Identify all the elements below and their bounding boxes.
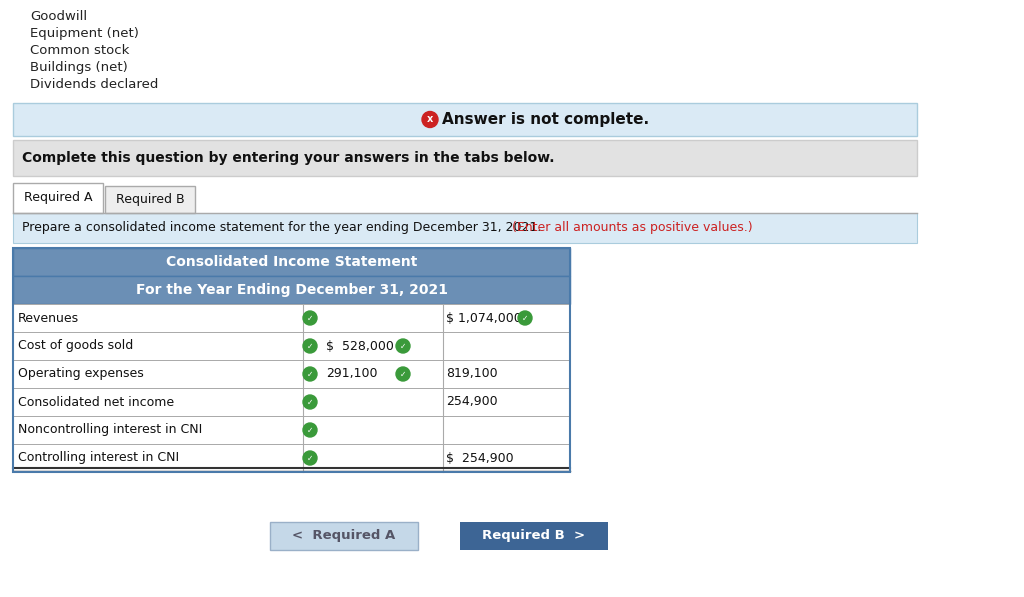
Text: ✓: ✓: [307, 398, 313, 407]
Bar: [13, 360, 570, 388]
Circle shape: [303, 451, 317, 465]
Text: 819,100: 819,100: [446, 368, 498, 380]
Text: 254,900: 254,900: [446, 395, 498, 408]
Bar: [13, 140, 918, 176]
Bar: [13, 213, 918, 243]
Text: Answer is not complete.: Answer is not complete.: [442, 112, 649, 127]
Text: x: x: [427, 115, 433, 125]
Text: Required A: Required A: [24, 192, 92, 205]
Text: Prepare a consolidated income statement for the year ending December 31, 2021.: Prepare a consolidated income statement …: [22, 221, 545, 235]
Text: Complete this question by entering your answers in the tabs below.: Complete this question by entering your …: [22, 151, 555, 165]
Text: ✓: ✓: [307, 454, 313, 463]
Text: Required B: Required B: [116, 193, 184, 206]
Text: Consolidated Income Statement: Consolidated Income Statement: [166, 255, 417, 269]
Text: Cost of goods sold: Cost of goods sold: [18, 340, 133, 352]
Bar: [13, 248, 570, 472]
Text: For the Year Ending December 31, 2021: For the Year Ending December 31, 2021: [135, 283, 447, 297]
Circle shape: [303, 367, 317, 381]
Text: ✓: ✓: [522, 313, 528, 322]
Text: $ 1,074,000: $ 1,074,000: [446, 312, 522, 325]
Text: Common stock: Common stock: [30, 45, 129, 57]
Text: 291,100: 291,100: [326, 368, 378, 380]
Bar: [13, 388, 570, 416]
Text: ✓: ✓: [399, 370, 407, 378]
Bar: [13, 248, 570, 276]
Text: Revenues: Revenues: [18, 312, 79, 325]
Text: Controlling interest in CNI: Controlling interest in CNI: [18, 451, 179, 464]
Bar: [13, 103, 918, 136]
Circle shape: [303, 395, 317, 409]
Circle shape: [396, 367, 410, 381]
Text: Equipment (net): Equipment (net): [30, 27, 139, 41]
Text: ✓: ✓: [307, 370, 313, 378]
Bar: [13, 332, 570, 360]
Text: (Enter all amounts as positive values.): (Enter all amounts as positive values.): [512, 221, 753, 235]
Text: <  Required A: < Required A: [293, 530, 395, 543]
Text: Required B  >: Required B >: [482, 530, 586, 543]
Text: $  254,900: $ 254,900: [446, 451, 514, 464]
Text: Dividends declared: Dividends declared: [30, 78, 159, 91]
Circle shape: [518, 311, 532, 325]
Bar: [13, 416, 570, 444]
Bar: [13, 183, 103, 213]
Text: ✓: ✓: [307, 341, 313, 350]
Bar: [13, 276, 570, 304]
Text: Noncontrolling interest in CNI: Noncontrolling interest in CNI: [18, 423, 203, 436]
Circle shape: [303, 423, 317, 437]
Bar: [460, 522, 608, 550]
Circle shape: [303, 311, 317, 325]
Text: Buildings (net): Buildings (net): [30, 61, 128, 75]
Text: ✓: ✓: [399, 341, 407, 350]
Text: ✓: ✓: [307, 313, 313, 322]
Ellipse shape: [422, 112, 438, 128]
Circle shape: [396, 339, 410, 353]
Bar: [270, 522, 418, 550]
Text: ✓: ✓: [307, 426, 313, 435]
Text: Goodwill: Goodwill: [30, 11, 87, 23]
Bar: [13, 444, 570, 472]
Bar: [13, 304, 570, 332]
Text: $  528,000: $ 528,000: [326, 340, 394, 352]
Text: Consolidated net income: Consolidated net income: [18, 395, 174, 408]
Text: Operating expenses: Operating expenses: [18, 368, 143, 380]
Circle shape: [303, 339, 317, 353]
Bar: [105, 186, 195, 213]
